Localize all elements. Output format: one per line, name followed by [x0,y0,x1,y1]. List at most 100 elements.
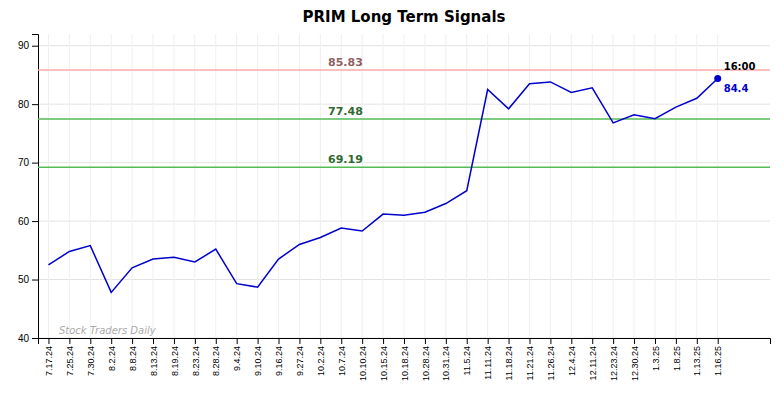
tick-mark [153,338,154,344]
grid-line [215,34,216,338]
tick-mark [425,338,426,344]
tick: 7.17.24 [44,338,54,376]
grid-line [132,34,133,338]
grid-line [508,34,509,338]
tick-mark [32,280,38,281]
tick-label: 7.25.24 [65,346,75,376]
grid-line [424,34,425,338]
tick: 9.27.24 [295,338,305,376]
tick-label: 12.4.24 [567,346,577,376]
grid-line [69,34,70,338]
grid-line [550,34,551,338]
tick: 8.19.24 [170,338,180,376]
reference-label: 69.19 [328,153,363,166]
tick: 9.10.24 [253,338,263,376]
tick-label: 8.19.24 [170,346,180,376]
tick: 1.3.25 [651,338,661,371]
tick-label: 10.2.24 [316,346,326,376]
tick-mark [488,338,489,344]
tick-label: 11.5.24 [462,346,472,375]
tick: 12.4.24 [567,338,577,376]
tick-mark [592,338,593,344]
tick-mark [32,46,38,47]
grid-line [696,34,697,338]
annotation: 84.4 [724,83,749,94]
tick: 1.13.25 [692,338,702,376]
tick-label: 7.17.24 [44,346,54,376]
tick: 10.7.24 [337,338,347,376]
tick-mark [467,338,468,344]
tick-mark [69,338,70,344]
tick-label: 11.26.24 [546,346,556,380]
grid-line [404,34,405,338]
last-point [714,75,721,82]
tick-label: 1.16.25 [713,346,723,376]
tick-label: 50 [18,274,30,285]
tick-mark [676,338,677,344]
tick: 90 [18,40,38,51]
grid [38,34,770,338]
tick-mark [32,221,38,222]
tick-label: 8.2.24 [107,346,117,371]
annotations: 85.8377.4869.1916:0084.4Stock Traders Da… [59,56,756,336]
tick-label: 60 [18,216,30,227]
axis-line [32,35,39,339]
tick: 8.8.24 [128,338,138,371]
reference-line [38,69,770,71]
tick: 7.25.24 [65,338,75,376]
tick-label: 11.21.24 [525,346,535,380]
tick-mark [571,338,572,344]
tick: 80 [18,99,38,110]
tick-label: 9.10.24 [253,346,263,376]
tick-mark [509,338,510,344]
grid-line [383,34,384,338]
tick: 10.31.24 [441,338,451,381]
tick: 8.13.24 [149,338,159,376]
tick-label: 8.13.24 [149,346,159,376]
tick: 40 [18,333,38,344]
tick-label: 10.15.24 [379,346,389,381]
reference-line [38,118,770,120]
tick: 12.30.24 [630,338,640,381]
annotation: 16:00 [724,61,756,72]
tick-label: 10.7.24 [337,346,347,376]
tick: 9.16.24 [274,338,284,376]
tick-label: 9.16.24 [274,346,284,376]
tick-mark [216,338,217,344]
y-axis: 40 50 60 70 80 90 [18,35,39,344]
title: PRIM Long Term Signals [303,8,506,26]
tick-label: 8.8.24 [128,346,138,371]
tick: 1.8.25 [672,338,682,371]
tick: 8.2.24 [107,338,117,371]
tick-mark [111,338,112,344]
tick-mark [341,338,342,344]
reference-line [38,167,770,169]
axis-line [39,339,771,345]
tick: 11.11.24 [483,338,493,380]
grid-line [654,34,655,338]
plot-area [38,70,770,292]
tick-label: 12.30.24 [630,346,640,381]
tick-mark [32,104,38,105]
x-axis: 7.17.24 7.25.24 7.30.24 8.2.24 8.8.24 8.13.24… [39,338,771,381]
tick: 10.18.24 [400,338,410,381]
grid-line [257,34,258,338]
tick: 11.18.24 [504,338,514,380]
grid-line [571,34,572,338]
grid-line [278,34,279,338]
tick: 11.26.24 [546,338,556,380]
chart: PRIM Long Term Signals 40 50 60 70 80 90 7.17.2… [0,0,784,398]
tick-mark [237,338,238,344]
tick-mark [32,163,38,164]
tick-label: 12.23.24 [609,346,619,381]
line [48,78,717,292]
grid-line [299,34,300,338]
tick-label: 10.31.24 [441,346,451,381]
tick: 70 [18,157,38,168]
tick: 9.4.24 [232,338,242,371]
tick-mark [697,338,698,344]
tick-label: 8.23.24 [191,346,201,376]
tick-label: 90 [18,40,30,51]
tick: 7.30.24 [86,338,96,376]
tick: 11.21.24 [525,338,535,380]
